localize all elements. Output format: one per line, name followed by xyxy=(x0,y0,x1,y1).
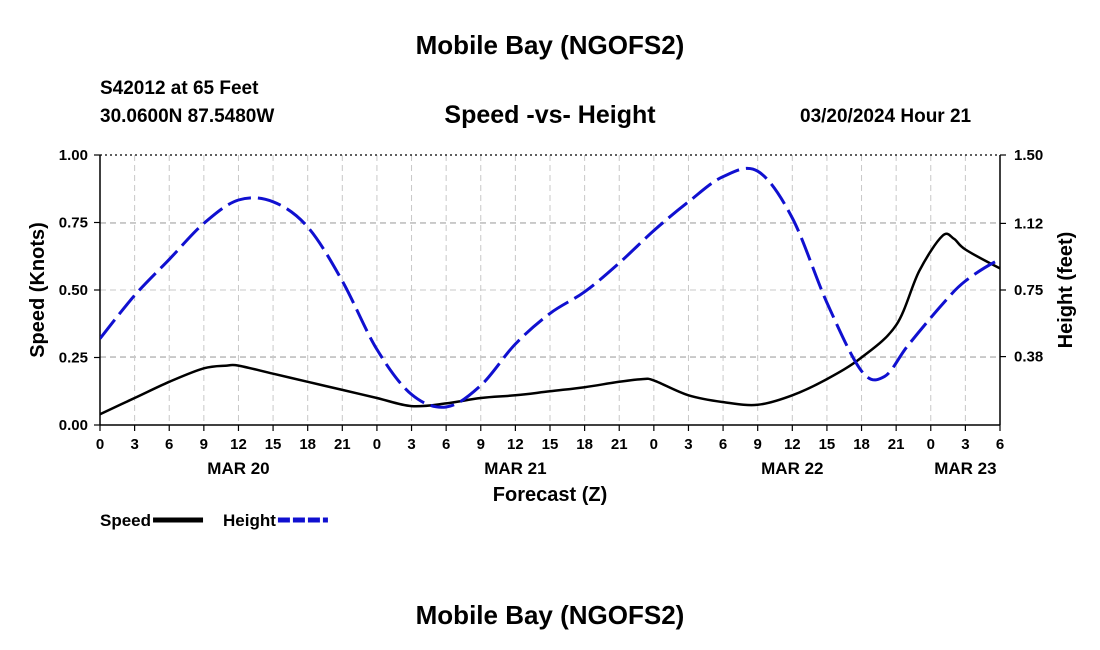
x-tick-label: 0 xyxy=(373,436,381,453)
x-tick-label: 21 xyxy=(888,436,905,453)
y2-tick-label: 1.12 xyxy=(1014,215,1043,232)
x-tick-label: 15 xyxy=(265,436,282,453)
x-tick-label: 9 xyxy=(477,436,485,453)
y-tick-label: 0.75 xyxy=(59,215,88,232)
date-label: MAR 21 xyxy=(484,459,546,478)
x-tick-label: 21 xyxy=(611,436,628,453)
x-tick-label: 12 xyxy=(230,436,247,453)
x-tick-label: 15 xyxy=(819,436,836,453)
x-tick-label: 18 xyxy=(299,436,316,453)
y-tick-label: 1.00 xyxy=(59,147,88,164)
y-tick-label: 0.25 xyxy=(59,350,88,367)
x-tick-label: 6 xyxy=(996,436,1004,453)
x-tick-label: 3 xyxy=(130,436,138,453)
y-tick-label: 0.50 xyxy=(59,282,88,299)
series-line-height xyxy=(100,166,1000,409)
x-tick-label: 6 xyxy=(719,436,727,453)
x-tick-label: 6 xyxy=(165,436,173,453)
x-tick-label: 3 xyxy=(684,436,692,453)
y2-axis-title: Height (feet) xyxy=(1055,232,1077,349)
x-axis-title: Forecast (Z) xyxy=(493,484,607,506)
y2-tick-label: 0.38 xyxy=(1014,349,1043,366)
x-tick-label: 15 xyxy=(542,436,559,453)
footer-title: Mobile Bay (NGOFS2) xyxy=(415,600,685,630)
x-tick-label: 18 xyxy=(576,436,593,453)
y-tick-label: 0.00 xyxy=(59,417,88,434)
series-line-speed xyxy=(100,232,1000,416)
date-label: MAR 23 xyxy=(934,459,996,478)
x-tick-label: 3 xyxy=(961,436,969,453)
x-tick-label: 9 xyxy=(754,436,762,453)
legend-label-height: Height xyxy=(223,511,276,530)
x-tick-label: 9 xyxy=(200,436,208,453)
x-tick-label: 12 xyxy=(507,436,524,453)
x-tick-label: 0 xyxy=(650,436,658,453)
legend-label-speed: Speed xyxy=(100,511,151,530)
x-tick-label: 0 xyxy=(927,436,935,453)
x-tick-label: 21 xyxy=(334,436,351,453)
date-label: MAR 20 xyxy=(207,459,269,478)
y2-tick-label: 1.50 xyxy=(1014,147,1043,164)
x-tick-label: 6 xyxy=(442,436,450,453)
x-tick-label: 3 xyxy=(407,436,415,453)
x-tick-label: 18 xyxy=(853,436,870,453)
coordinates-label: 30.0600N 87.5480W xyxy=(100,106,275,127)
date-label: MAR 22 xyxy=(761,459,823,478)
y2-tick-label: 0.75 xyxy=(1014,282,1043,299)
y-axis-title: Speed (Knots) xyxy=(27,222,49,358)
x-tick-label: 12 xyxy=(784,436,801,453)
station-label: S42012 at 65 Feet xyxy=(100,78,259,99)
x-tick-label: 0 xyxy=(96,436,104,453)
chart-title: Mobile Bay (NGOFS2) xyxy=(415,30,685,60)
forecast-datetime: 03/20/2024 Hour 21 xyxy=(800,106,972,127)
chart-subtitle: Speed -vs- Height xyxy=(444,101,656,129)
